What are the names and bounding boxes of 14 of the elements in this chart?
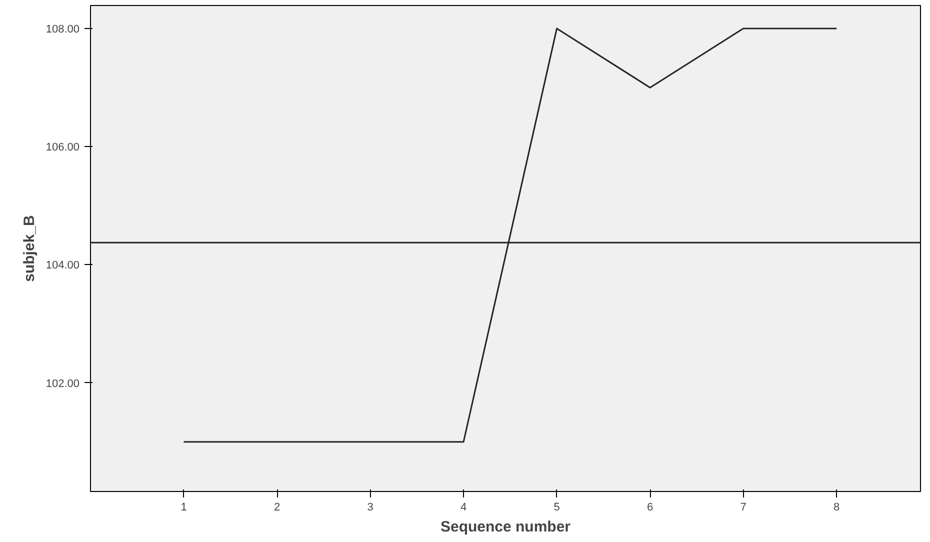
x-axis-title: Sequence number: [440, 518, 571, 536]
x-tick-label: 4: [460, 502, 467, 514]
x-tick-label: 1: [180, 502, 187, 514]
y-tick-label: 106.00: [46, 142, 80, 154]
y-tick-label: 104.00: [46, 260, 80, 272]
x-tick-label: 3: [367, 502, 374, 514]
y-axis-title: subjek_B: [20, 214, 38, 282]
y-tick-label: 102.00: [46, 378, 80, 390]
x-tick-label: 8: [834, 502, 840, 514]
y-tick-label: 108.00: [46, 24, 80, 36]
x-tick-label: 6: [646, 502, 654, 514]
x-tick-label: 7: [740, 502, 746, 514]
x-tick-label: 5: [554, 502, 560, 514]
x-tick-label: 2: [274, 502, 280, 514]
